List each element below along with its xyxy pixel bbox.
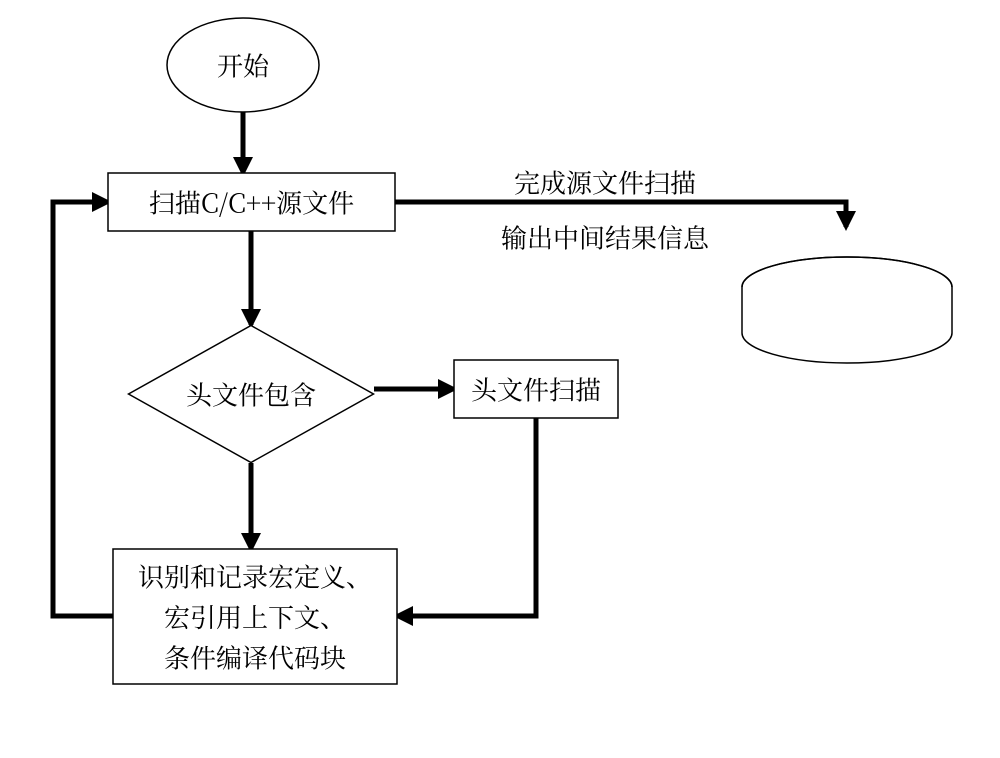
label-record-2: 条件编译代码块 (164, 638, 346, 675)
node-start: 开始 (167, 18, 319, 112)
label-start: 开始 (217, 47, 270, 84)
node-scan: 扫描C/C++源文件 (108, 173, 395, 231)
label-headerScan: 头文件扫描 (471, 371, 601, 408)
node-record: 识别和记录宏定义、宏引用上下文、条件编译代码块 (113, 549, 397, 684)
node-headerScan: 头文件扫描 (454, 360, 618, 418)
node-decision: 头文件包含 (129, 326, 374, 463)
edge-label: 完成源文件扫描 (514, 164, 696, 201)
label-record-1: 宏引用上下文、 (164, 598, 346, 635)
node-db (742, 257, 952, 363)
label-decision: 头文件包含 (186, 376, 316, 413)
edge-label: 输出中间结果信息 (501, 219, 710, 256)
edge (397, 418, 536, 616)
label-record-0: 识别和记录宏定义、 (138, 558, 372, 595)
edge (53, 202, 113, 616)
label-scan: 扫描C/C++源文件 (149, 184, 354, 221)
